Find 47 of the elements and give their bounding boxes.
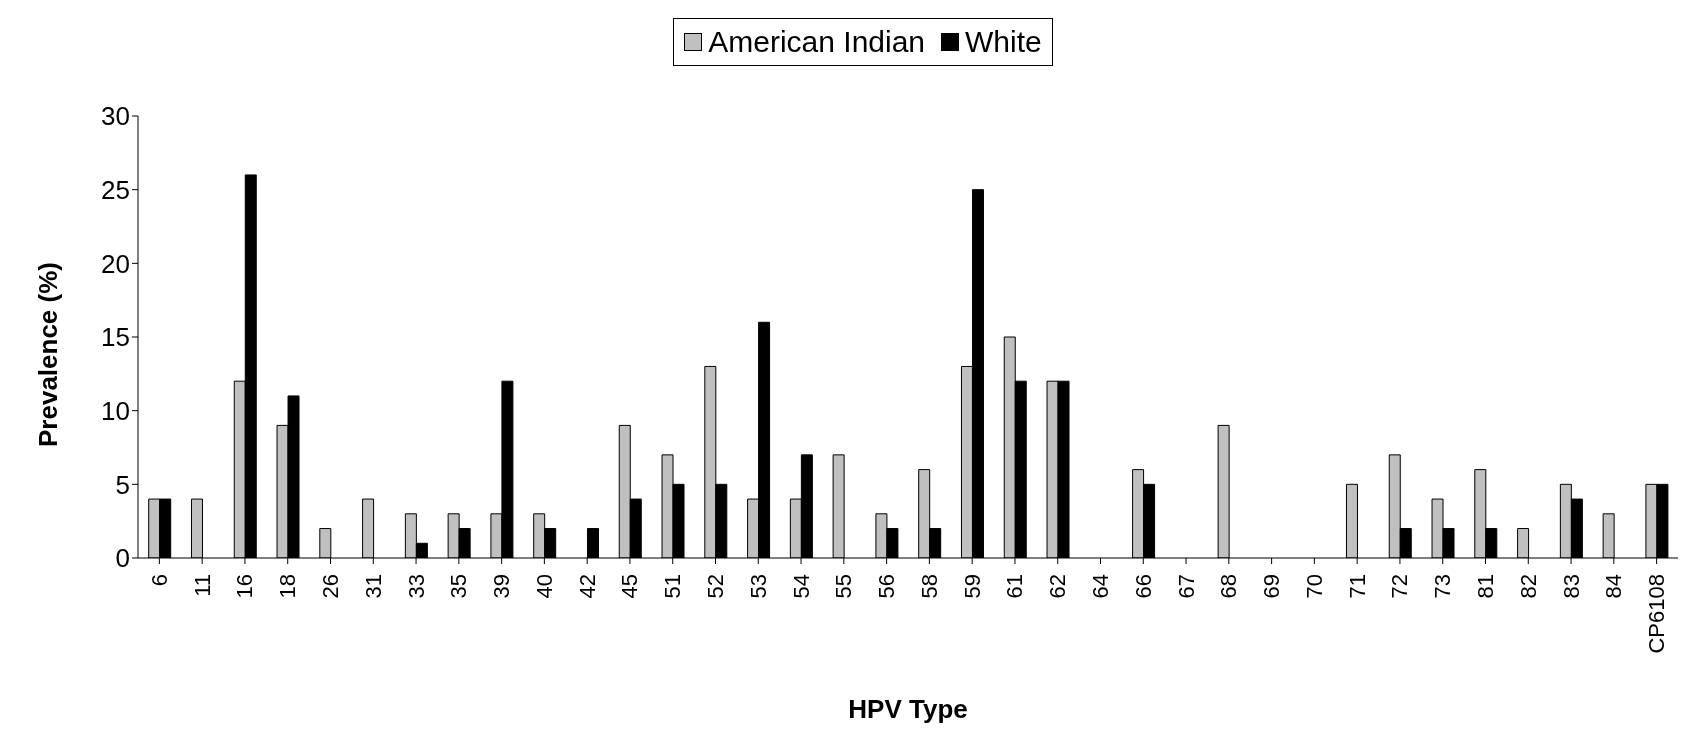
x-axis-title: HPV Type (848, 694, 968, 724)
x-tick-label: 6 (146, 574, 172, 587)
x-tick-label: 83 (1558, 574, 1584, 599)
x-tick-label: 16 (232, 574, 258, 599)
x-tick-label: 54 (788, 574, 814, 599)
x-tick-label: 55 (831, 574, 857, 599)
x-tick-label: 35 (446, 574, 472, 599)
x-tick-label: 11 (189, 574, 215, 597)
x-tick-label: 18 (275, 574, 301, 599)
x-tick-label: 45 (617, 574, 643, 599)
x-tick-label: CP6108 (1644, 574, 1670, 654)
y-tick-label: 20 (101, 248, 130, 279)
y-tick-label: 25 (101, 174, 130, 205)
x-tick-label: 58 (916, 574, 942, 599)
x-tick-label: 33 (403, 574, 429, 599)
x-tick-label: 61 (1002, 574, 1028, 599)
y-axis-title: Prevalence (%) (33, 262, 64, 447)
y-tick-label: 5 (115, 469, 130, 500)
x-tick-label: 82 (1515, 574, 1541, 599)
x-tick-label: 42 (574, 574, 600, 599)
x-tick-label: 62 (1045, 574, 1071, 599)
y-tick-label: 15 (101, 322, 130, 353)
y-tick-label: 10 (101, 395, 130, 426)
x-tick-label: 53 (745, 574, 771, 599)
x-tick-label: 40 (531, 574, 557, 599)
x-tick-label: 81 (1473, 574, 1498, 599)
x-tick-label: 26 (318, 574, 343, 599)
x-tick-label: 66 (1130, 574, 1156, 599)
x-tick-label: 39 (489, 574, 515, 599)
x-tick-label: 51 (660, 574, 686, 599)
x-tick-label: 56 (874, 574, 900, 599)
legend-label: White (964, 25, 1042, 59)
x-tick-label: 73 (1430, 574, 1456, 599)
x-tick-label: 52 (703, 574, 728, 599)
x-tick-label: 31 (360, 574, 386, 599)
x-tick-label: 59 (959, 574, 985, 599)
x-tick-label: 67 (1173, 574, 1199, 599)
x-tick-label: 70 (1301, 574, 1327, 599)
x-tick-label: 69 (1259, 574, 1285, 599)
x-tick-label: 84 (1601, 574, 1627, 599)
y-tick-label: 30 (101, 101, 130, 132)
legend-label: American Indian (707, 25, 926, 59)
x-tick-label: 71 (1344, 574, 1370, 599)
x-tick-label: 64 (1088, 574, 1113, 599)
x-tick-label: 72 (1387, 574, 1413, 599)
x-tick-label: 68 (1216, 574, 1242, 599)
y-tick-label: 0 (115, 543, 130, 574)
